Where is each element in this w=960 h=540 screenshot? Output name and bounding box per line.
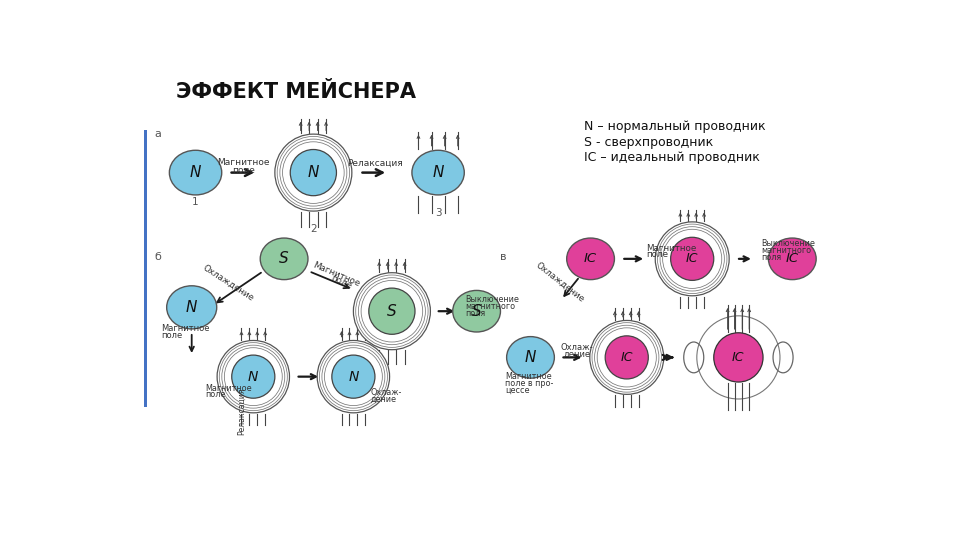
Text: в: в xyxy=(500,252,506,262)
Circle shape xyxy=(605,336,648,379)
Text: Охлаж-: Охлаж- xyxy=(371,388,401,397)
Text: Магнитное: Магнитное xyxy=(312,260,361,288)
Text: поле: поле xyxy=(204,390,226,399)
Circle shape xyxy=(656,222,730,296)
Bar xyxy=(144,130,147,408)
Text: а: а xyxy=(155,129,161,139)
Text: N: N xyxy=(348,370,359,383)
Ellipse shape xyxy=(507,336,554,378)
Text: Охлаж-: Охлаж- xyxy=(561,343,593,352)
Text: Выключение: Выключение xyxy=(465,295,519,304)
Circle shape xyxy=(275,134,352,211)
Text: Охлаждение: Охлаждение xyxy=(202,263,256,302)
Text: S: S xyxy=(279,251,289,266)
Text: ЭФФЕКТ МЕЙСНЕРА: ЭФФЕКТ МЕЙСНЕРА xyxy=(177,82,417,102)
Ellipse shape xyxy=(453,291,500,332)
Circle shape xyxy=(697,316,780,399)
Text: поля: поля xyxy=(761,253,781,262)
Circle shape xyxy=(589,320,663,394)
Text: дение: дение xyxy=(564,350,590,359)
Ellipse shape xyxy=(169,150,222,195)
Text: N: N xyxy=(432,165,444,180)
Text: магнитного: магнитного xyxy=(761,246,811,255)
Text: IC: IC xyxy=(732,351,745,364)
Text: Релаксация: Релаксация xyxy=(348,159,403,168)
Ellipse shape xyxy=(768,238,816,280)
Circle shape xyxy=(332,355,375,398)
Text: IC – идеальный проводник: IC – идеальный проводник xyxy=(585,151,760,164)
Text: N: N xyxy=(186,300,198,315)
Circle shape xyxy=(317,340,390,413)
Ellipse shape xyxy=(566,238,614,280)
Text: Магнитное: Магнитное xyxy=(204,384,252,393)
Text: Релаксация: Релаксация xyxy=(237,388,247,435)
Text: IC: IC xyxy=(785,252,799,265)
Circle shape xyxy=(713,333,763,382)
Text: поля: поля xyxy=(465,309,486,318)
Circle shape xyxy=(353,273,430,350)
Text: N: N xyxy=(307,165,319,180)
Text: Охлаждение: Охлаждение xyxy=(534,261,586,305)
Text: поле: поле xyxy=(646,251,668,260)
Circle shape xyxy=(671,237,713,280)
Circle shape xyxy=(369,288,415,334)
Text: N: N xyxy=(190,165,202,180)
Text: S: S xyxy=(471,303,481,319)
Text: IC: IC xyxy=(620,351,633,364)
Text: цессе: цессе xyxy=(505,386,530,395)
Circle shape xyxy=(217,340,290,413)
Text: Магнитное: Магнитное xyxy=(505,372,552,381)
Text: IC: IC xyxy=(584,252,597,265)
Text: S: S xyxy=(387,303,396,319)
Text: дение: дение xyxy=(371,395,396,404)
Text: поле: поле xyxy=(161,330,182,340)
Text: N – нормальный проводник: N – нормальный проводник xyxy=(585,120,766,133)
Text: N: N xyxy=(248,370,258,383)
Text: 1: 1 xyxy=(192,197,199,207)
Text: N: N xyxy=(525,350,537,365)
Text: IC: IC xyxy=(686,252,699,265)
Circle shape xyxy=(290,150,336,195)
Text: Выключение: Выключение xyxy=(761,239,815,248)
Text: магнитного: магнитного xyxy=(465,302,516,311)
Text: поле: поле xyxy=(232,166,254,175)
Text: S - сверхпроводник: S - сверхпроводник xyxy=(585,136,713,148)
Text: Магнитное: Магнитное xyxy=(161,323,209,333)
Ellipse shape xyxy=(167,286,217,329)
Text: Магнитное: Магнитное xyxy=(217,158,270,167)
Text: 3: 3 xyxy=(435,208,442,218)
Text: Магнитное: Магнитное xyxy=(646,244,696,253)
Text: поле: поле xyxy=(330,273,353,291)
Text: б: б xyxy=(155,252,161,262)
Ellipse shape xyxy=(412,150,465,195)
Ellipse shape xyxy=(260,238,308,280)
Circle shape xyxy=(231,355,275,398)
Text: 2: 2 xyxy=(310,224,317,234)
Text: поле в про-: поле в про- xyxy=(505,379,554,388)
